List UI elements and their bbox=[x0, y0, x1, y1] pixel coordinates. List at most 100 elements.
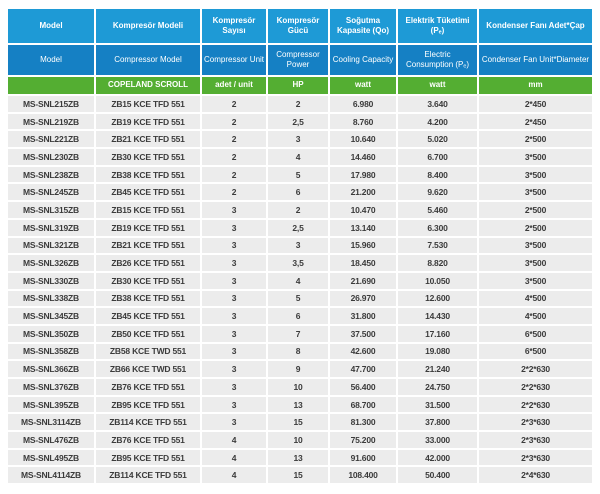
cell-compressor-power: 13 bbox=[268, 396, 330, 413]
cell-model: MS-SNL345ZB bbox=[8, 308, 96, 324]
col-header-compressor-model-en: Compressor Model bbox=[96, 45, 202, 75]
cell-compressor-power: 3 bbox=[268, 131, 330, 148]
cell-cooling-capacity: 21.690 bbox=[330, 272, 398, 289]
cell-electric-consumption: 31.500 bbox=[398, 396, 479, 413]
cell-condenser-fan: 3*500 bbox=[479, 184, 592, 201]
cell-electric-consumption: 14.430 bbox=[398, 308, 479, 324]
cell-compressor-model: ZB15 KCE TFD 551 bbox=[96, 96, 202, 112]
cell-model: MS-SNL215ZB bbox=[8, 96, 96, 112]
cell-compressor-unit: 2 bbox=[202, 184, 268, 201]
cell-electric-consumption: 37.800 bbox=[398, 414, 479, 431]
cell-model: MS-SNL230ZB bbox=[8, 149, 96, 165]
cell-compressor-unit: 3 bbox=[202, 219, 268, 236]
cell-condenser-fan: 6*500 bbox=[479, 343, 592, 360]
cell-compressor-unit: 3 bbox=[202, 308, 268, 324]
cell-cooling-capacity: 14.460 bbox=[330, 149, 398, 165]
cell-compressor-unit: 4 bbox=[202, 467, 268, 484]
cell-cooling-capacity: 18.450 bbox=[330, 255, 398, 271]
cell-compressor-power: 10 bbox=[268, 432, 330, 448]
cell-electric-consumption: 24.750 bbox=[398, 379, 479, 395]
col-header-electric-consumption-tr: Elektrik Tüketimi (Pₑ) bbox=[398, 9, 479, 43]
cell-model: MS-SNL495ZB bbox=[8, 449, 96, 466]
cell-compressor-model: ZB30 KCE TFD 551 bbox=[96, 272, 202, 289]
cell-condenser-fan: 4*500 bbox=[479, 308, 592, 324]
cell-compressor-unit: 4 bbox=[202, 432, 268, 448]
cell-compressor-model: ZB19 KCE TFD 551 bbox=[96, 113, 202, 130]
cell-compressor-model: ZB45 KCE TFD 551 bbox=[96, 308, 202, 324]
cell-model: MS-SNL321ZB bbox=[8, 237, 96, 254]
col-header-condenser-fan-en: Condenser Fan Unit*Diameter bbox=[479, 45, 592, 75]
cell-model: MS-SNL330ZB bbox=[8, 272, 96, 289]
cell-compressor-unit: 2 bbox=[202, 96, 268, 112]
cell-compressor-model: ZB95 KCE TFD 551 bbox=[96, 449, 202, 466]
cell-compressor-power: 2,5 bbox=[268, 113, 330, 130]
cell-condenser-fan: 3*500 bbox=[479, 237, 592, 254]
cell-condenser-fan: 2*3*630 bbox=[479, 414, 592, 431]
table-row: MS-SNL3114ZB ZB114 KCE TFD 551 3 15 81.3… bbox=[8, 414, 592, 431]
table-row: MS-SNL366ZB ZB66 KCE TWD 551 3 9 47.700 … bbox=[8, 361, 592, 377]
col-header-electric-consumption-en: Electric Consumption (Pₑ) bbox=[398, 45, 479, 75]
cell-electric-consumption: 5.020 bbox=[398, 131, 479, 148]
cell-electric-consumption: 12.600 bbox=[398, 290, 479, 307]
cell-model: MS-SNL350ZB bbox=[8, 325, 96, 342]
cell-cooling-capacity: 31.800 bbox=[330, 308, 398, 324]
cell-cooling-capacity: 47.700 bbox=[330, 361, 398, 377]
cell-compressor-power: 8 bbox=[268, 343, 330, 360]
cell-condenser-fan: 3*500 bbox=[479, 255, 592, 271]
cell-compressor-unit: 3 bbox=[202, 361, 268, 377]
cell-electric-consumption: 5.460 bbox=[398, 202, 479, 218]
table-row: MS-SNL238ZB ZB38 KCE TFD 551 2 5 17.980 … bbox=[8, 166, 592, 183]
cell-compressor-unit: 3 bbox=[202, 290, 268, 307]
cell-compressor-model: ZB21 KCE TFD 551 bbox=[96, 237, 202, 254]
cell-compressor-unit: 3 bbox=[202, 379, 268, 395]
cell-condenser-fan: 2*500 bbox=[479, 131, 592, 148]
cell-model: MS-SNL366ZB bbox=[8, 361, 96, 377]
cell-condenser-fan: 2*450 bbox=[479, 96, 592, 112]
cell-compressor-power: 4 bbox=[268, 272, 330, 289]
cell-condenser-fan: 2*4*630 bbox=[479, 467, 592, 484]
cell-cooling-capacity: 6.980 bbox=[330, 96, 398, 112]
cell-condenser-fan: 2*500 bbox=[479, 219, 592, 236]
cell-condenser-fan: 2*500 bbox=[479, 202, 592, 218]
cell-compressor-power: 15 bbox=[268, 467, 330, 484]
cell-compressor-power: 6 bbox=[268, 184, 330, 201]
cell-compressor-unit: 3 bbox=[202, 343, 268, 360]
cell-compressor-power: 13 bbox=[268, 449, 330, 466]
cell-cooling-capacity: 68.700 bbox=[330, 396, 398, 413]
cell-model: MS-SNL358ZB bbox=[8, 343, 96, 360]
cell-compressor-model: ZB114 KCE TFD 551 bbox=[96, 414, 202, 431]
cell-model: MS-SNL395ZB bbox=[8, 396, 96, 413]
cell-electric-consumption: 9.620 bbox=[398, 184, 479, 201]
table-row: MS-SNL221ZB ZB21 KCE TFD 551 2 3 10.640 … bbox=[8, 131, 592, 148]
table-row: MS-SNL215ZB ZB15 KCE TFD 551 2 2 6.980 3… bbox=[8, 96, 592, 112]
cell-cooling-capacity: 17.980 bbox=[330, 166, 398, 183]
table-row: MS-SNL476ZB ZB76 KCE TFD 551 4 10 75.200… bbox=[8, 432, 592, 448]
cell-compressor-unit: 3 bbox=[202, 255, 268, 271]
cell-model: MS-SNL315ZB bbox=[8, 202, 96, 218]
cell-condenser-fan: 2*2*630 bbox=[479, 396, 592, 413]
table-row: MS-SNL230ZB ZB30 KCE TFD 551 2 4 14.460 … bbox=[8, 149, 592, 165]
table-row: MS-SNL319ZB ZB19 KCE TFD 551 3 2,5 13.14… bbox=[8, 219, 592, 236]
cell-model: MS-SNL221ZB bbox=[8, 131, 96, 148]
cell-cooling-capacity: 108.400 bbox=[330, 467, 398, 484]
cell-compressor-unit: 4 bbox=[202, 449, 268, 466]
cell-cooling-capacity: 8.760 bbox=[330, 113, 398, 130]
table-row: MS-SNL358ZB ZB58 KCE TWD 551 3 8 42.600 … bbox=[8, 343, 592, 360]
unit-cell-cooling-watt: watt bbox=[330, 77, 398, 94]
col-header-compressor-power-tr: Kompresör Gücü bbox=[268, 9, 330, 43]
table-row: MS-SNL350ZB ZB50 KCE TFD 551 3 7 37.500 … bbox=[8, 325, 592, 342]
cell-electric-consumption: 10.050 bbox=[398, 272, 479, 289]
table-row: MS-SNL326ZB ZB26 KCE TFD 551 3 3,5 18.45… bbox=[8, 255, 592, 271]
cell-model: MS-SNL238ZB bbox=[8, 166, 96, 183]
cell-model: MS-SNL338ZB bbox=[8, 290, 96, 307]
cell-condenser-fan: 4*500 bbox=[479, 290, 592, 307]
cell-condenser-fan: 2*2*630 bbox=[479, 361, 592, 377]
cell-electric-consumption: 17.160 bbox=[398, 325, 479, 342]
cell-cooling-capacity: 10.470 bbox=[330, 202, 398, 218]
table-row: MS-SNL338ZB ZB38 KCE TFD 551 3 5 26.970 … bbox=[8, 290, 592, 307]
table-row: MS-SNL376ZB ZB76 KCE TFD 551 3 10 56.400… bbox=[8, 379, 592, 395]
cell-compressor-power: 9 bbox=[268, 361, 330, 377]
col-header-condenser-fan-tr: Kondenser Fanı Adet*Çap bbox=[479, 9, 592, 43]
cell-cooling-capacity: 42.600 bbox=[330, 343, 398, 360]
